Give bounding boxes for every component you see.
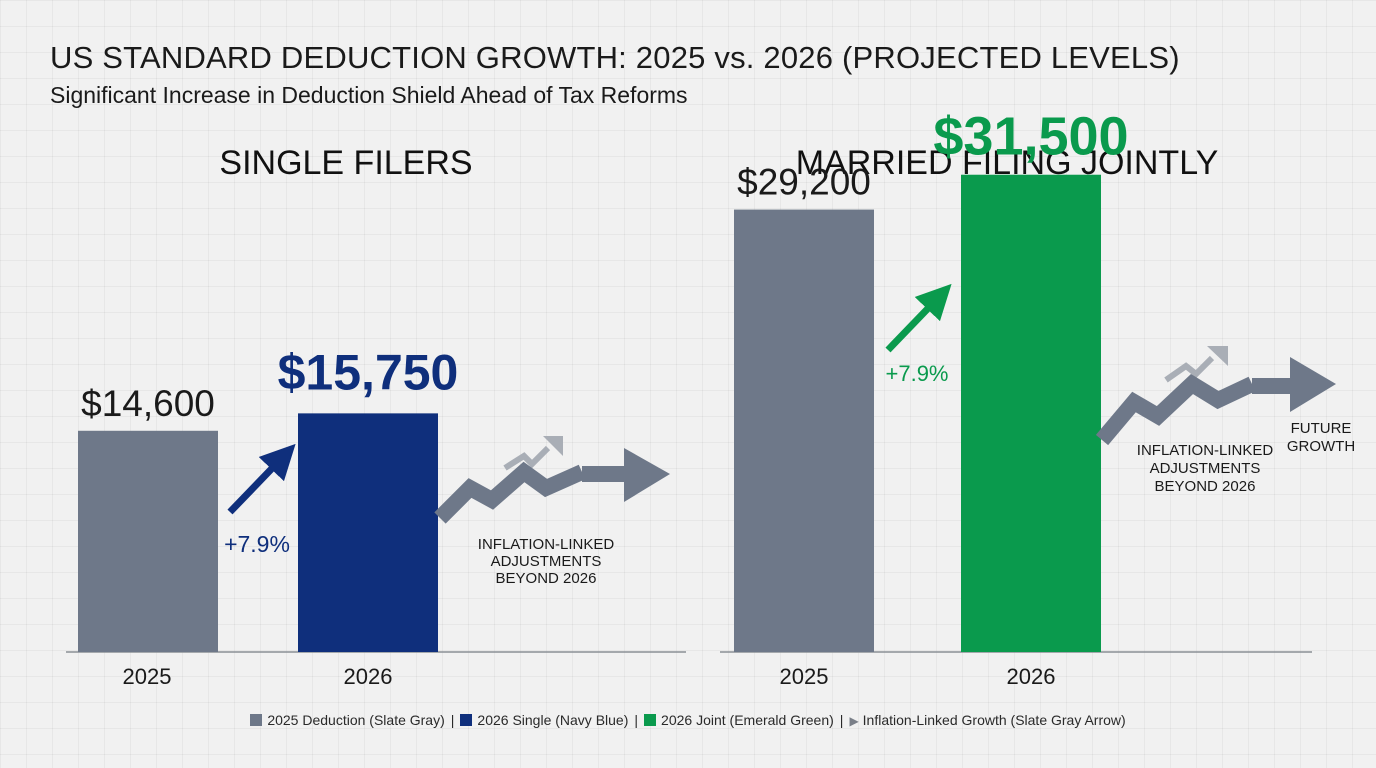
legend-separator: | [450,712,455,728]
legend-label: 2026 Joint (Emerald Green) [661,712,834,728]
growth-arrow-joint [1095,373,1256,446]
legend-label: 2025 Deduction (Slate Gray) [267,712,445,728]
legend-separator: | [634,712,639,728]
tick-label-joint-2026: 2026 [1007,664,1056,689]
change-label-single: +7.9% [224,531,290,557]
chart-subtitle: Significant Increase in Deduction Shield… [50,82,688,108]
bar-joint-2025 [734,209,874,653]
legend-label: Inflation-Linked Growth (Slate Gray Arro… [862,712,1126,728]
tick-label-single-2026: 2026 [344,664,393,689]
growth-arrow-head-joint [1290,357,1336,412]
arrow-icon: ▶ [849,714,859,728]
chart-title: US STANDARD DEDUCTION GROWTH: 2025 vs. 2… [50,40,1180,75]
legend-swatch-square [644,714,657,726]
growth-arrow-faint-joint [1164,355,1215,383]
arrow-label-joint-line-2: GROWTH [1287,438,1355,455]
legend-separator: | [839,712,844,728]
legend-item-2026-joint: 2026 Joint (Emerald Green) [644,712,834,728]
value-label-joint-2025: $29,200 [737,162,871,203]
growth-arrow-head-single [624,448,670,502]
panel-married-filing-jointly: MARRIED FILING JOINTLY $29,200 $31,500 2… [720,107,1355,689]
legend-swatch-square [250,714,263,726]
annotation-joint-line-1: INFLATION-LINKED [1137,442,1274,459]
value-label-joint-2026: $31,500 [933,107,1128,167]
growth-arrow-faint-head-single [543,436,563,456]
bar-single-2026 [298,413,438,652]
legend-label: 2026 Single (Navy Blue) [477,712,629,728]
legend-item-2025: 2025 Deduction (Slate Gray) [250,712,445,728]
annotation-single-line-3: BEYOND 2026 [496,570,597,587]
growth-arrow-faint-single [503,445,551,471]
tick-label-single-2025: 2025 [123,664,172,689]
growth-arrow-single [434,461,586,524]
annotation-single-line-2: ADJUSTMENTS [491,553,602,570]
panel-title-single: SINGLE FILERS [219,144,472,182]
value-label-single-2025: $14,600 [81,383,215,424]
value-label-single-2026: $15,750 [278,344,459,400]
legend-item-growth-arrow: ▶ Inflation-Linked Growth (Slate Gray Arr… [849,712,1125,728]
arrow-label-joint-line-1: FUTURE [1291,420,1352,437]
legend-swatch-square [460,714,473,726]
growth-arrow-shaft-single [582,466,626,482]
panel-single-filers: SINGLE FILERS $14,600 $15,750 2025 2026 … [66,144,686,689]
increase-arrow-single [227,443,296,515]
change-label-joint: +7.9% [886,361,949,386]
growth-arrow-faint-head-joint [1207,346,1228,366]
growth-arrow-shaft-joint [1252,378,1292,394]
tick-label-joint-2025: 2025 [780,664,829,689]
bar-joint-2026 [961,174,1101,652]
legend-item-2026-single: 2026 Single (Navy Blue) [460,712,628,728]
increase-arrow-joint [885,283,952,353]
annotation-joint-line-3: BEYOND 2026 [1155,478,1256,495]
annotation-joint-line-2: ADJUSTMENTS [1150,460,1261,477]
legend: 2025 Deduction (Slate Gray) | 2026 Single … [0,712,1376,728]
annotation-single-line-1: INFLATION-LINKED [478,536,615,553]
bar-single-2025 [78,430,218,652]
